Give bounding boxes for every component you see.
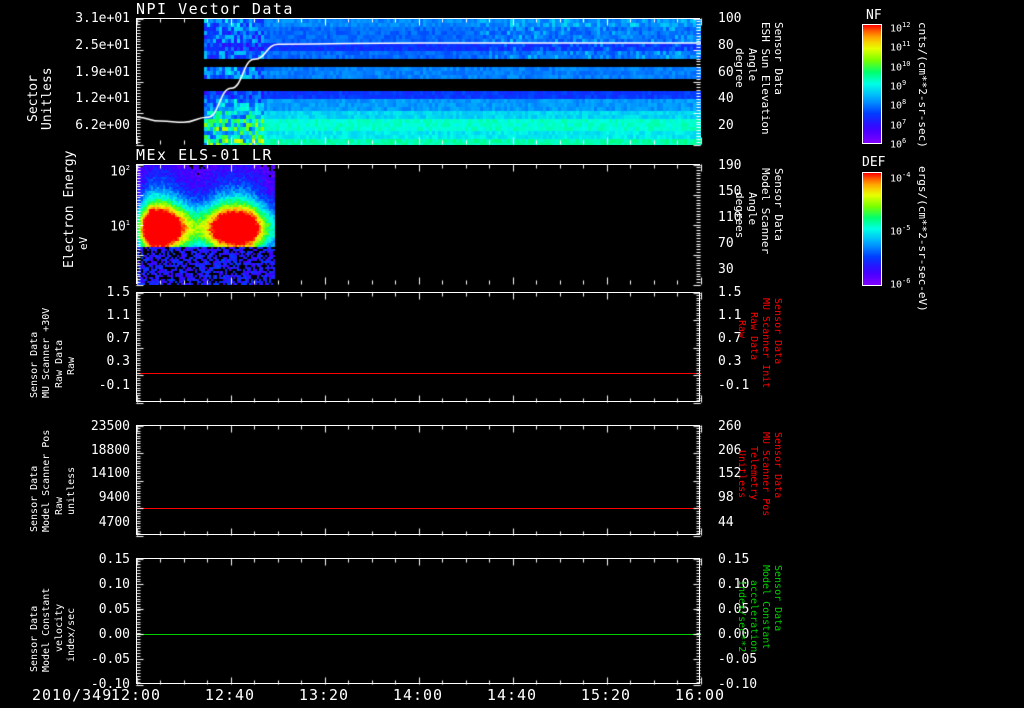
panel-1-title: NPI Vector Data	[136, 0, 294, 18]
panel-2-ytick-0: 102	[110, 164, 130, 180]
colorbar-2-gradient	[862, 172, 882, 286]
panel-1-right-axis-title-line-3: degree	[733, 48, 746, 88]
panel-5-ytick-0: 0.15	[98, 552, 130, 567]
panel-4-right-ytick-3: 98	[718, 490, 734, 505]
panel-5-ytick-1: 0.10	[98, 577, 130, 592]
panel-3-right-ytick-3: 0.3	[718, 354, 742, 369]
panel-2-title: MEx ELS-01 LR	[136, 146, 273, 164]
panel-1-ytick-1: 2.5e+01	[75, 38, 130, 53]
panel-3-left-axis-title-line-3: Raw	[66, 356, 77, 375]
colorbar-1-label: NF	[866, 8, 882, 23]
panel-3-ytick-0: 1.5	[106, 285, 130, 300]
colorbar-tick: 10-5	[890, 224, 911, 238]
panel-3-right-axis-title-line-3: Raw	[736, 320, 747, 339]
xaxis-tick-label: 14:00	[392, 686, 444, 704]
panel-3-ytick-1: 1.1	[106, 308, 130, 323]
panel-4-plot-area	[136, 425, 701, 535]
panel-4-series-line	[137, 508, 701, 509]
xaxis-tick-label: 13:20	[298, 686, 350, 704]
panel-4-left-axis-title-line-1: Model Scanner Pos	[41, 429, 52, 532]
panel-1-left-axis-title-line-1: Unitless	[40, 67, 55, 130]
panel-2-right-ytick-4: 30	[718, 262, 734, 277]
colorbar-tick: 109	[890, 79, 907, 93]
panel-5-left-axis-title-line-3: index/sec	[66, 607, 77, 662]
colorbar-tick: 106	[890, 137, 907, 151]
xaxis-tick-label: 15:20	[580, 686, 632, 704]
panel-5-right-ytick-4: -0.05	[718, 652, 758, 667]
panel-1-plot-area	[136, 18, 701, 145]
panel-2-left-axis-title-line-1: eV	[77, 236, 90, 250]
colorbar-tick: 10-6	[890, 277, 911, 291]
colorbar-2-label: DEF	[862, 155, 886, 170]
panel-3-series-line	[137, 373, 701, 374]
colorbar-tick: 1011	[890, 40, 911, 54]
panel-4-right-ytick-4: 44	[718, 515, 734, 530]
colorbar-1-units: cnts/(cm**2-sr-sec)	[916, 22, 929, 148]
panel-4-left-axis-title-line-3: unitless	[66, 466, 77, 515]
panel-5-plot-area	[136, 558, 701, 684]
panel-4-right-axis-title-line-3: Unitless	[736, 450, 747, 499]
colorbar-1-gradient	[862, 24, 882, 144]
xaxis-date-label: 2010/349	[32, 686, 113, 704]
colorbar-tick: 108	[890, 98, 907, 112]
panel-2-spectrogram	[137, 165, 701, 285]
panel-2-plot-area	[136, 164, 701, 285]
panel-5-right-ytick-0: 0.15	[718, 552, 750, 567]
panel-3-plot-area	[136, 292, 701, 402]
colorbar-2-units: ergs/(cm**2-sr-sec-eV)	[916, 166, 929, 312]
xaxis-tick-label: 16:00	[674, 686, 726, 704]
panel-3-right-ytick-0: 1.5	[718, 285, 742, 300]
panel-1-right-ytick-0: 100	[718, 11, 742, 26]
panel-2-right-axis-title-line-3: degrees	[733, 192, 746, 239]
panel-2-left-axis-title-line-0: Electron Energy	[62, 150, 77, 268]
xaxis-tick-label: 12:40	[204, 686, 256, 704]
xaxis-tick-label: 12:00	[110, 686, 162, 704]
panel-1-right-ytick-3: 40	[718, 91, 734, 106]
panel-3-ytick-2: 0.7	[106, 331, 130, 346]
panel-1-spectrogram	[137, 19, 701, 145]
panel-3-ytick-4: -0.1	[98, 378, 130, 393]
panel-2-ytick-1: 101	[110, 219, 130, 235]
panel-2-right-ytick-0: 190	[718, 158, 742, 173]
panel-3-right-ytick-4: -0.1	[718, 378, 750, 393]
xaxis-tick-label: 14:40	[486, 686, 538, 704]
colorbar-tick: 107	[890, 117, 907, 131]
colorbar-tick: 1010	[890, 59, 911, 73]
colorbar-tick: 10-4	[890, 171, 911, 185]
panel-5-series-line	[137, 634, 701, 635]
panel-1-ytick-0: 3.1e+01	[75, 11, 130, 26]
panel-1-right-ytick-4: 20	[718, 118, 734, 133]
colorbar-tick: 1012	[890, 21, 911, 35]
panel-4-right-ytick-0: 260	[718, 419, 742, 434]
panel-5-right-axis-title-line-3: index/sec**2	[736, 580, 747, 653]
